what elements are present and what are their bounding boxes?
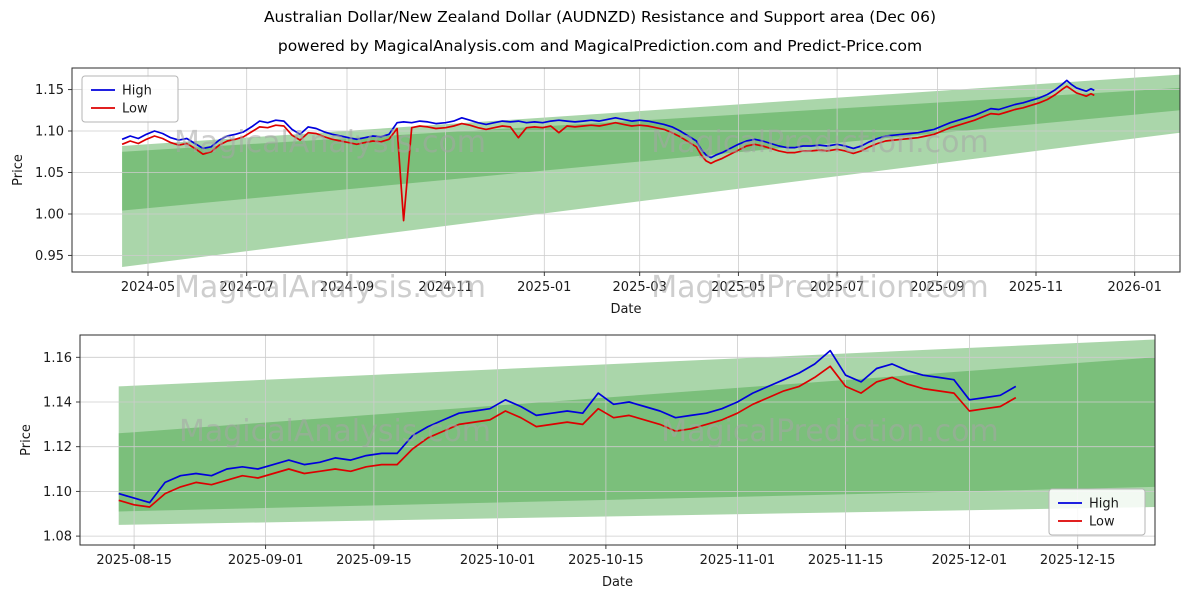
x-tick-label: 2025-09: [910, 280, 964, 295]
figure-title: Australian Dollar/New Zealand Dollar (AU…: [263, 8, 937, 26]
watermark-text: MagicalPrediction.com: [661, 414, 999, 449]
watermark-text: MagicalAnalysis.com: [179, 414, 491, 449]
watermark-text: MagicalAnalysis.com: [174, 125, 486, 160]
x-tick-label: 2025-10-15: [568, 553, 644, 568]
x-tick-label: 2025-12-15: [1040, 553, 1116, 568]
x-tick-label: 2025-08-15: [96, 553, 172, 568]
y-tick-label: 1.10: [35, 125, 64, 140]
low-series-line: [121, 85, 1095, 222]
legend-label-high: High: [1089, 497, 1119, 512]
watermark-text: MagicalPrediction.com: [651, 270, 989, 305]
x-tick-label: 2024-11: [418, 280, 472, 295]
y-tick-label: 1.15: [35, 83, 64, 98]
support-resistance-band: [122, 74, 1181, 267]
audnzd-recent-chart: 2025-08-15 2025-09-01 2025-09-15 2025-10-01…: [19, 334, 1156, 590]
x-tick-label: 2025-09-01: [228, 553, 304, 568]
x-tick-label: 2025-11-15: [808, 553, 884, 568]
figure-subtitle: powered by MagicalAnalysis.com and Magic…: [277, 37, 923, 55]
x-tick-label: 2025-01: [517, 280, 571, 295]
y-tick-label: 1.12: [43, 440, 72, 455]
plot-frame: [71, 67, 1181, 273]
low-series-line: [118, 365, 1017, 508]
legend-label-low: Low: [122, 102, 148, 117]
y-axis-label: Price: [11, 154, 26, 186]
watermark-text: MagicalPrediction.com: [651, 125, 989, 160]
legend-frame: [1048, 488, 1146, 536]
x-tick-label: 2025-11: [1009, 280, 1063, 295]
x-tick-label: 2026-01: [1108, 280, 1162, 295]
legend: High Low: [1048, 488, 1146, 536]
x-axis-label: Date: [602, 575, 633, 590]
x-tick-label: 2024-07: [220, 280, 274, 295]
x-tick-label: 2025-12-01: [932, 553, 1008, 568]
legend-frame: [81, 75, 179, 123]
x-tick-label: 2025-09-15: [336, 553, 412, 568]
y-axis-label: Price: [19, 424, 34, 456]
y-tick-label: 1.00: [35, 208, 64, 223]
legend-label-high: High: [122, 84, 152, 99]
y-tick-label: 1.14: [43, 396, 72, 411]
x-tick-label: 2024-09: [320, 280, 374, 295]
x-tick-label: 2025-03: [613, 280, 667, 295]
y-tick-label: 1.08: [43, 530, 72, 545]
x-tick-label: 2024-05: [121, 280, 175, 295]
y-tick-label: 1.16: [43, 351, 72, 366]
x-axis-label: Date: [610, 302, 641, 317]
support-resistance-band: [118, 339, 1156, 525]
x-tick-label: 2025-07: [810, 280, 864, 295]
y-tick-label: 0.95: [35, 249, 64, 264]
support-resistance-band: [122, 87, 1181, 211]
legend-label-low: Low: [1089, 515, 1115, 530]
x-tick-label: 2025-11-01: [700, 553, 776, 568]
x-tick-label: 2025-05: [711, 280, 765, 295]
y-tick-label: 1.10: [43, 485, 72, 500]
high-series-line: [121, 79, 1095, 159]
legend: High Low: [81, 75, 179, 123]
high-series-line: [118, 349, 1017, 504]
audnzd-longterm-chart: 2024-05 2024-07 2024-09 2024-11 2025-01 2025-…: [11, 67, 1181, 317]
x-tick-label: 2025-10-01: [460, 553, 536, 568]
plot-frame: [79, 334, 1156, 546]
watermark-text: MagicalAnalysis.com: [174, 270, 486, 305]
y-tick-label: 1.05: [35, 166, 64, 181]
support-resistance-band: [118, 357, 1156, 512]
